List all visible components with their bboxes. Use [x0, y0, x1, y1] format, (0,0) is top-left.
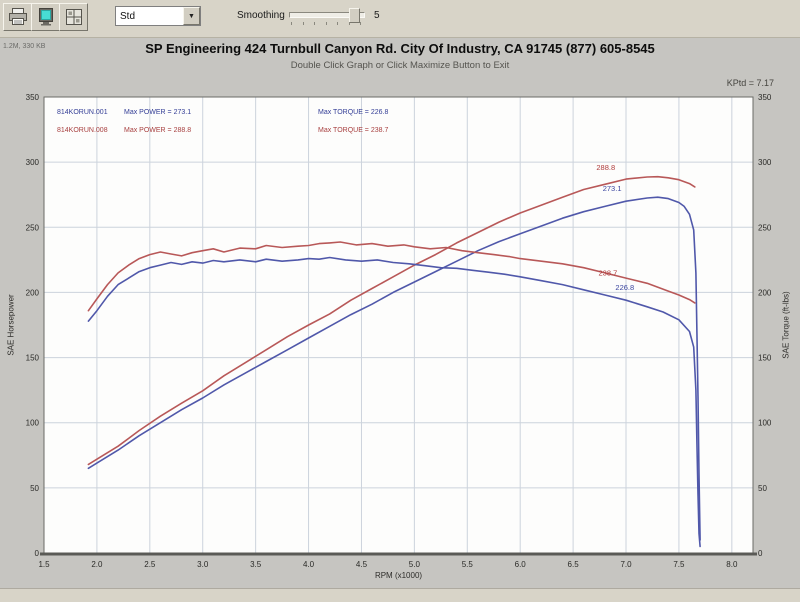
corner-right-readout: KPtd = 7.17	[726, 78, 774, 88]
monitor-graph-icon	[36, 8, 56, 26]
x-tick-label: 2.5	[144, 560, 156, 569]
y-tick-label-right: 100	[758, 419, 772, 428]
y-tick-label-left: 0	[35, 549, 40, 558]
x-tick-label: 6.0	[515, 560, 527, 569]
corner-info-text: 1.2M, 330 KB	[3, 43, 46, 50]
peak-value-annotation: 288.8	[596, 163, 615, 172]
print-button[interactable]	[3, 3, 32, 31]
x-tick-label: 6.5	[568, 560, 580, 569]
max-power-label: Max POWER = 273.1	[124, 109, 192, 116]
dyno-graph-page[interactable]: 1.2M, 330 KB SP Engineering 424 Turnbull…	[0, 38, 800, 588]
smoothing-slider-ticks	[291, 22, 361, 25]
y-tick-label-left: 350	[26, 93, 40, 102]
y-tick-label-left: 250	[26, 223, 40, 232]
plot-background[interactable]	[44, 97, 753, 553]
graph-mode-dropdown[interactable]: Std ▼	[115, 6, 201, 26]
x-tick-label: 4.0	[303, 560, 315, 569]
y-tick-label-right: 50	[758, 484, 767, 493]
page-subtitle: Double Click Graph or Click Maximize But…	[290, 60, 510, 71]
peak-value-annotation: 238.7	[599, 268, 618, 277]
smoothing-slider-track	[289, 12, 365, 18]
y-tick-label-right: 150	[758, 354, 772, 363]
y-tick-label-left: 200	[26, 288, 40, 297]
smoothing-slider[interactable]	[289, 7, 365, 25]
y-tick-label-right: 350	[758, 93, 772, 102]
y-tick-label-left: 50	[30, 484, 39, 493]
y-tick-label-right: 300	[758, 158, 772, 167]
x-tick-label: 5.0	[409, 560, 421, 569]
right-axis-label: SAE Torque (ft-lbs)	[781, 291, 791, 359]
max-torque-label: Max TORQUE = 226.8	[318, 109, 389, 116]
print-icon	[8, 8, 28, 26]
grid-options-icon	[64, 8, 84, 26]
x-tick-label: 2.0	[91, 560, 103, 569]
dyno-plot[interactable]: 288.8 273.1 238.7 226.8 1.5 2.0 2.5 3.0 3.5 4.0 4.…	[0, 38, 800, 588]
smoothing-slider-thumb[interactable]	[349, 8, 360, 23]
graph-mode-value: Std	[120, 10, 136, 22]
x-tick-label: 5.5	[462, 560, 474, 569]
x-axis-label: RPM (x1000)	[374, 571, 423, 580]
x-tick-label: 3.0	[197, 560, 209, 569]
left-axis-label: SAE Horsepower	[6, 294, 16, 356]
x-tick-label: 7.5	[673, 560, 685, 569]
max-torque-label: Max TORQUE = 238.7	[318, 127, 389, 134]
y-tick-label-right: 250	[758, 223, 772, 232]
peak-value-annotation: 273.1	[603, 184, 622, 193]
y-tick-label-left: 100	[26, 419, 40, 428]
chevron-down-icon[interactable]: ▼	[183, 7, 200, 25]
run-001-torque-curve	[87, 256, 701, 548]
smoothing-label: Smoothing	[237, 10, 285, 21]
y-tick-label-right: 0	[758, 549, 763, 558]
x-tick-label: 1.5	[38, 560, 50, 569]
run-001-horsepower-curve	[87, 196, 701, 541]
x-tick-label: 7.0	[620, 560, 632, 569]
x-tick-label: 3.5	[250, 560, 262, 569]
maximize-graph-button[interactable]	[31, 3, 60, 31]
page-title: SP Engineering 424 Turnbull Canyon Rd. C…	[145, 41, 655, 56]
x-tick-label: 4.5	[356, 560, 368, 569]
smoothing-value: 5	[374, 10, 380, 21]
window-bottom-edge	[0, 588, 800, 602]
run-file-label: 814KORUN.008	[57, 127, 108, 134]
y-tick-label-right: 200	[758, 288, 772, 297]
y-tick-label-left: 300	[26, 158, 40, 167]
grid-options-button[interactable]	[59, 3, 88, 31]
peak-value-annotation: 226.8	[615, 283, 634, 292]
max-power-label: Max POWER = 288.8	[124, 127, 192, 134]
x-tick-label: 8.0	[726, 560, 738, 569]
toolbar: Std ▼ Smoothing 5	[0, 0, 800, 38]
run-008-torque-curve	[87, 241, 696, 312]
run-file-label: 814KORUN.001	[57, 109, 108, 116]
y-tick-label-left: 150	[26, 354, 40, 363]
